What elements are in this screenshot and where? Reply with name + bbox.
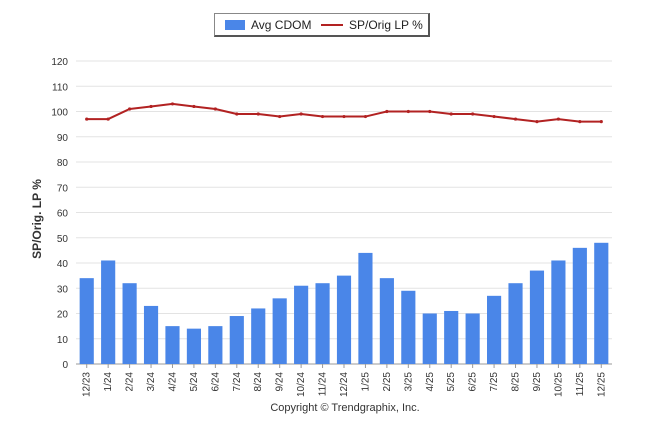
bar (379, 278, 394, 364)
y-tick-label: 80 (57, 158, 69, 169)
bar (465, 313, 480, 364)
bar (229, 316, 244, 364)
line-point (128, 107, 132, 111)
bar (529, 270, 545, 364)
line-point (235, 112, 239, 116)
y-tick-label: 40 (57, 259, 69, 270)
line-point (299, 112, 303, 116)
line-point (149, 104, 153, 109)
bar (122, 283, 137, 364)
copyright-text: Copyright © Trendgraphix, Inc. (270, 402, 420, 414)
x-tick-label: 12/25 (596, 372, 607, 397)
x-tick-label: 1/25 (360, 372, 371, 392)
x-tick-label: 8/25 (511, 372, 522, 392)
bar (508, 283, 523, 364)
line-point (578, 120, 582, 124)
bar (315, 283, 330, 364)
bar (294, 285, 309, 364)
line-point (170, 102, 175, 106)
x-tick-label: 6/25 (468, 372, 479, 392)
bar (422, 313, 437, 364)
line-point (428, 109, 432, 114)
bar (444, 310, 459, 364)
bar (594, 242, 609, 364)
legend-label-avg-cdom: Avg CDOM (251, 18, 312, 32)
bar (165, 326, 180, 364)
line-point (342, 114, 346, 119)
bar (101, 260, 116, 364)
legend-item-avg-cdom[interactable]: Avg CDOM (225, 18, 311, 32)
x-tick-label: 6/24 (210, 372, 221, 392)
line-point (85, 117, 89, 121)
y-tick-label: 100 (51, 108, 68, 119)
y-tick-label: 50 (57, 234, 69, 245)
x-tick-label: 5/24 (189, 372, 200, 392)
y-tick-label: 60 (57, 209, 69, 220)
line-point (278, 114, 282, 119)
y-tick-label: 70 (57, 183, 69, 194)
line-point (513, 117, 518, 121)
bar (208, 326, 223, 364)
bar (401, 290, 416, 364)
line-point (213, 107, 217, 111)
y-tick-label: 30 (57, 284, 69, 295)
x-tick-label: 2/24 (125, 372, 136, 392)
line-point (106, 117, 110, 121)
line-point (556, 117, 561, 121)
y-tick-label: 110 (52, 82, 68, 93)
x-tick-label: 7/24 (232, 372, 243, 392)
bar (272, 298, 287, 364)
x-tick-label: 1/24 (103, 372, 114, 392)
bar (143, 305, 159, 364)
x-tick-label: 3/25 (403, 372, 414, 392)
legend: Avg CDOM SP/Orig LP % (214, 13, 430, 37)
y-tick-label: 10 (57, 335, 69, 346)
x-tick-label: 10/24 (296, 372, 307, 397)
line-point (192, 104, 196, 109)
x-tick-label: 9/24 (275, 372, 286, 392)
bar (79, 278, 94, 364)
bar (186, 328, 201, 364)
legend-item-sp-orig-lp[interactable]: SP/Orig LP % (321, 18, 423, 32)
line-point (599, 120, 603, 124)
line-point (406, 109, 410, 114)
series-line (86, 102, 602, 123)
x-tick-label: 4/24 (167, 372, 178, 392)
bar (358, 252, 373, 364)
legend-swatch-bar (225, 20, 245, 30)
x-tick-label: 12/23 (82, 372, 93, 397)
line-point (320, 114, 325, 119)
line-point (449, 112, 453, 116)
x-tick-label: 11/24 (318, 372, 329, 397)
x-tick-label: 12/24 (339, 372, 350, 397)
bar (336, 275, 352, 364)
x-tick-label: 5/25 (446, 372, 457, 392)
line-point (471, 112, 475, 116)
bar (551, 260, 566, 364)
x-tick-label: 8/24 (253, 372, 264, 392)
legend-swatch-line (321, 24, 343, 26)
x-tick-label: 10/25 (553, 372, 564, 397)
line-point (363, 114, 368, 119)
x-tick-label: 7/25 (489, 372, 500, 392)
line-point (385, 109, 389, 114)
line-point (492, 114, 496, 119)
y-tick-label: 20 (57, 310, 69, 321)
bar (251, 308, 266, 364)
x-tick-label: 4/25 (425, 372, 436, 392)
x-tick-label: 9/25 (532, 372, 543, 392)
y-tick-label: 120 (51, 57, 68, 68)
y-tick-label: 90 (57, 133, 69, 144)
y-tick-label: 0 (62, 360, 68, 371)
line-point (256, 112, 260, 116)
line-point (535, 120, 539, 124)
bar (572, 247, 587, 364)
legend-label-sp-orig-lp: SP/Orig LP % (349, 18, 423, 32)
x-tick-label: 2/25 (382, 372, 393, 392)
x-tick-label: 3/24 (146, 372, 157, 392)
x-tick-label: 11/25 (575, 372, 586, 397)
bar (487, 295, 502, 364)
